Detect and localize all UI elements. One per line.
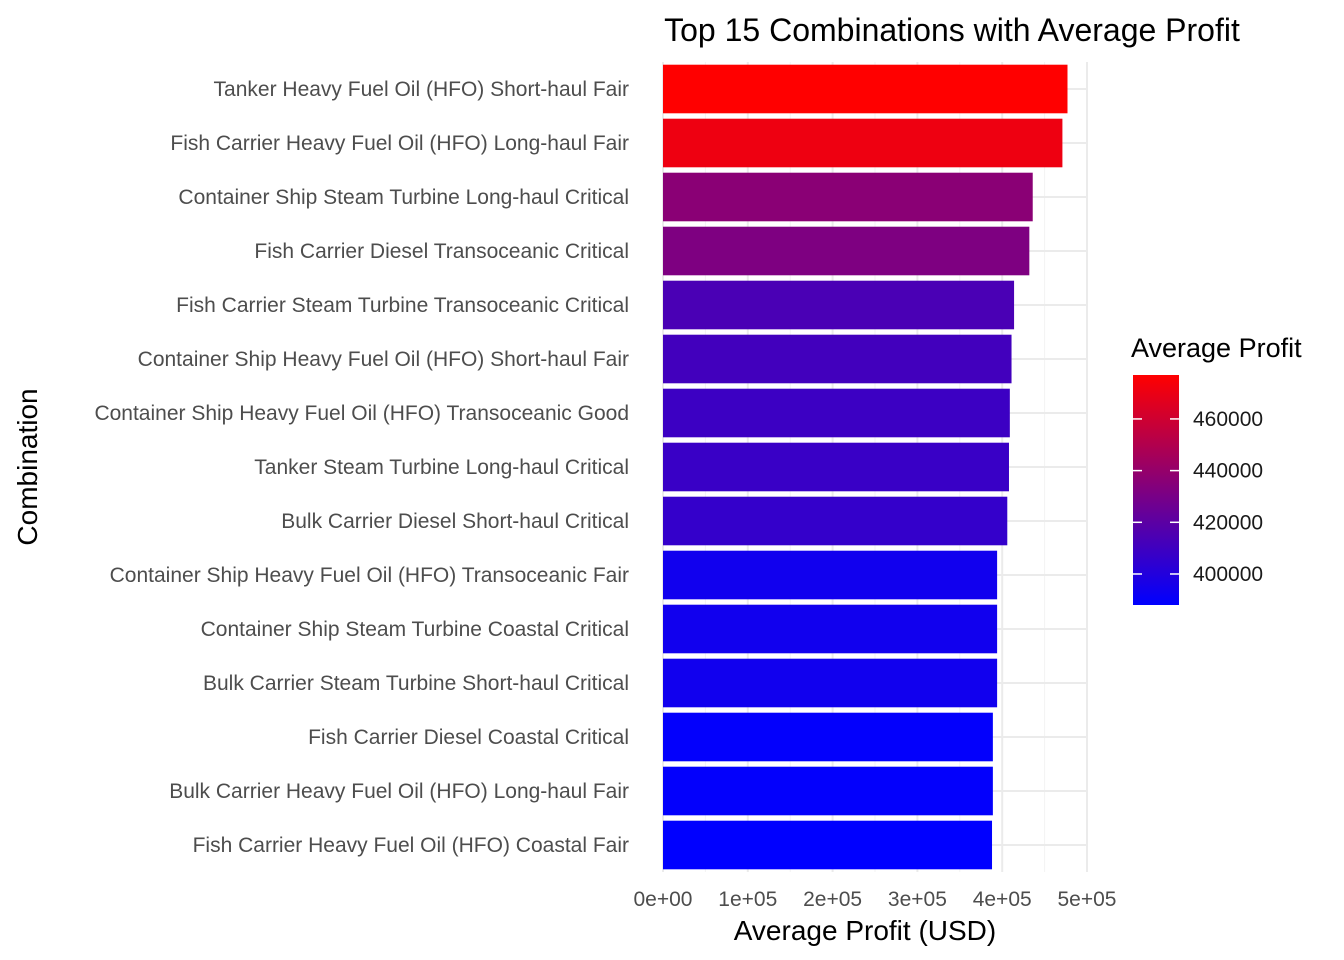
y-tick-label: Container Ship Heavy Fuel Oil (HFO) Tran… xyxy=(94,402,629,425)
bar xyxy=(663,118,1063,168)
x-tick-label: 2e+05 xyxy=(803,888,862,911)
bar xyxy=(663,550,998,600)
bar xyxy=(663,496,1008,546)
y-tick-label: Tanker Heavy Fuel Oil (HFO) Short-haul F… xyxy=(214,78,629,101)
y-axis-ticks: Tanker Heavy Fuel Oil (HFO) Short-haul F… xyxy=(94,78,629,857)
y-tick-label: Container Ship Steam Turbine Coastal Cri… xyxy=(201,618,629,641)
y-tick-label: Bulk Carrier Heavy Fuel Oil (HFO) Long-h… xyxy=(169,780,629,803)
y-tick-label: Container Ship Steam Turbine Long-haul C… xyxy=(178,186,629,209)
x-tick-label: 0e+00 xyxy=(634,888,693,911)
x-tick-label: 5e+05 xyxy=(1058,888,1117,911)
y-tick-label: Fish Carrier Heavy Fuel Oil (HFO) Long-h… xyxy=(170,132,629,155)
x-tick-label: 4e+05 xyxy=(973,888,1032,911)
y-axis-title: Combination xyxy=(12,388,43,545)
x-tick-label: 1e+05 xyxy=(718,888,777,911)
y-tick-label: Fish Carrier Diesel Coastal Critical xyxy=(308,726,629,749)
bar xyxy=(663,388,1010,438)
bar xyxy=(663,604,998,654)
chart-title: Top 15 Combinations with Average Profit xyxy=(664,12,1240,48)
bar xyxy=(663,64,1068,114)
legend-colorbar xyxy=(1133,375,1179,605)
legend-tick-label: 460000 xyxy=(1193,408,1263,431)
legend-tick-label: 400000 xyxy=(1193,563,1263,586)
legend-ticks: 400000 420000 440000 460000 xyxy=(1133,408,1263,586)
bar xyxy=(663,334,1012,384)
y-tick-label: Tanker Steam Turbine Long-haul Critical xyxy=(254,456,629,479)
bar xyxy=(663,712,993,762)
bar xyxy=(663,820,993,870)
x-tick-label: 3e+05 xyxy=(888,888,947,911)
y-tick-label: Container Ship Heavy Fuel Oil (HFO) Tran… xyxy=(110,564,629,587)
bar xyxy=(663,172,1033,222)
bar xyxy=(663,442,1009,492)
y-tick-label: Bulk Carrier Steam Turbine Short-haul Cr… xyxy=(203,672,629,695)
y-tick-label: Fish Carrier Diesel Transoceanic Critica… xyxy=(254,240,629,263)
legend-tick-label: 420000 xyxy=(1193,511,1263,534)
bar xyxy=(663,280,1015,330)
y-tick-label: Fish Carrier Steam Turbine Transoceanic … xyxy=(176,294,629,317)
x-axis-title: Average Profit (USD) xyxy=(734,915,996,946)
bar xyxy=(663,658,998,708)
bars xyxy=(663,64,1068,870)
y-tick-label: Bulk Carrier Diesel Short-haul Critical xyxy=(281,510,629,533)
bar xyxy=(663,226,1030,276)
x-axis-ticks: 0e+00 1e+05 2e+05 3e+05 4e+05 5e+05 xyxy=(634,888,1117,911)
legend: Average Profit 400000 420000 440000 460000 xyxy=(1131,333,1302,605)
y-tick-label: Container Ship Heavy Fuel Oil (HFO) Shor… xyxy=(138,348,629,371)
y-tick-label: Fish Carrier Heavy Fuel Oil (HFO) Coasta… xyxy=(193,834,629,857)
legend-title: Average Profit xyxy=(1131,333,1302,363)
legend-tick-label: 440000 xyxy=(1193,460,1263,483)
bar xyxy=(663,766,993,816)
